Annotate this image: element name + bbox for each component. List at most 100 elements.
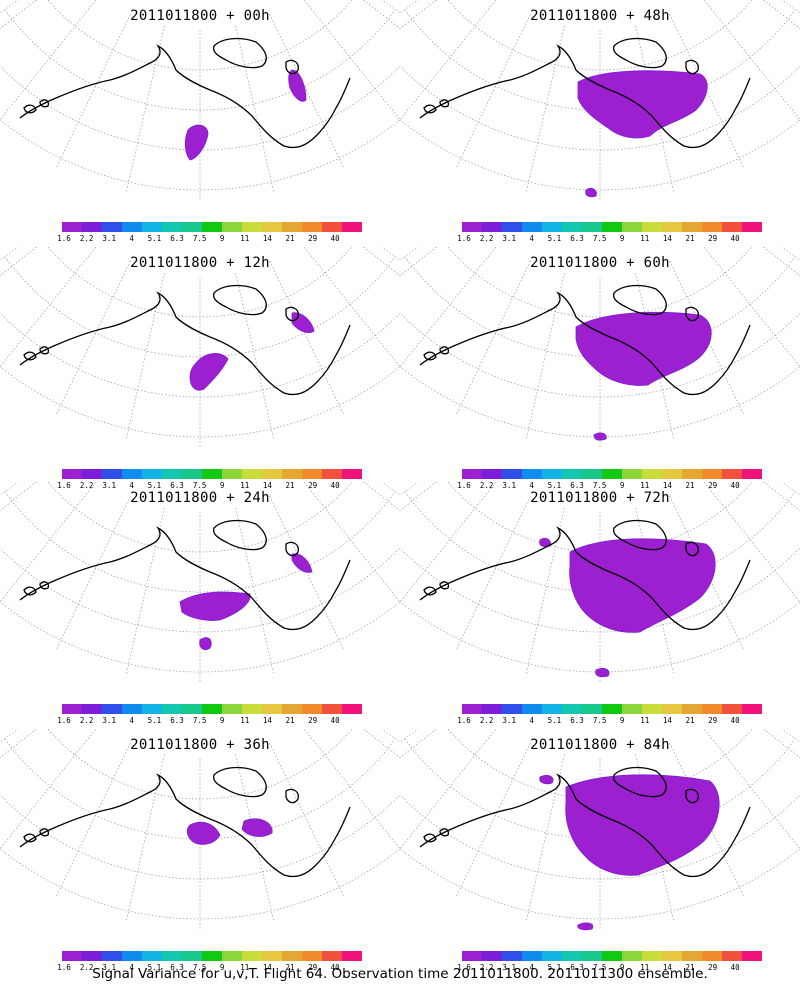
colorbar-label: 3.1 bbox=[102, 716, 116, 725]
colorbar-label: 2.2 bbox=[479, 963, 494, 972]
colorbar-cell bbox=[662, 704, 682, 714]
colorbar-cell bbox=[242, 951, 262, 961]
colorbar-cell bbox=[182, 222, 202, 232]
colorbar-cell bbox=[62, 951, 82, 961]
colorbar-label: 11 bbox=[240, 963, 250, 972]
signal-region bbox=[575, 311, 712, 386]
colorbar-label: 7.5 bbox=[592, 481, 607, 490]
signal-region bbox=[593, 432, 607, 441]
panel-title: 2011011800 + 72h bbox=[530, 490, 670, 506]
colorbar-cell bbox=[162, 704, 182, 714]
colorbar-cell bbox=[722, 469, 742, 479]
colorbar-label: 2.2 bbox=[79, 963, 94, 972]
signal-region bbox=[291, 553, 313, 573]
panel-title: 2011011800 + 60h bbox=[530, 255, 670, 271]
colorbar-label: 5.1 bbox=[547, 716, 562, 725]
colorbar-cell bbox=[562, 951, 582, 961]
colorbar-labels: 1.6 2.2 3.1 4 5.1 6.3 7.5 9 11 14 21 29 40 bbox=[457, 234, 762, 244]
colorbar-label: 40 bbox=[730, 234, 740, 243]
colorbar-label: 6.3 bbox=[570, 716, 584, 725]
colorbar-label: 9 bbox=[619, 234, 625, 243]
signal-region bbox=[577, 70, 708, 139]
colorbar-cell bbox=[222, 704, 242, 714]
colorbar-cell bbox=[142, 951, 162, 961]
colorbar-label: 1.6 bbox=[57, 963, 71, 972]
coastline bbox=[19, 519, 351, 631]
colorbar-label: 6.3 bbox=[170, 234, 184, 243]
colorbar-label: 2.2 bbox=[79, 234, 94, 243]
colorbar-cell bbox=[682, 469, 702, 479]
colorbar-label: 9 bbox=[619, 716, 625, 725]
colorbar-label: 29 bbox=[708, 716, 718, 725]
colorbar-cell bbox=[522, 469, 542, 479]
colorbar-cell bbox=[182, 704, 202, 714]
signal-region bbox=[179, 591, 251, 621]
colorbar-cell bbox=[722, 704, 742, 714]
colorbar-label: 3.1 bbox=[102, 234, 116, 243]
colorbar-label: 14 bbox=[262, 716, 272, 725]
colorbar-cell bbox=[82, 951, 102, 961]
colorbar-cell bbox=[642, 222, 662, 232]
colorbar-label: 9 bbox=[219, 234, 225, 243]
colorbar-label: 3.1 bbox=[502, 234, 516, 243]
colorbar-cell bbox=[702, 222, 722, 232]
colorbar-cell bbox=[602, 222, 622, 232]
colorbar-label: 9 bbox=[219, 963, 225, 972]
colorbar-label: 3.1 bbox=[502, 963, 516, 972]
colorbar-cell bbox=[682, 951, 702, 961]
colorbar-cell bbox=[322, 222, 342, 232]
colorbar-label: 21 bbox=[685, 716, 695, 725]
colorbar-cell bbox=[302, 222, 322, 232]
signal-region bbox=[539, 538, 551, 548]
signal-region bbox=[291, 312, 315, 333]
map-panel: 2011011800 + 36h 1.6 2.2 3.1 4 5.1 6.3 7.5 9 11 14… bbox=[0, 729, 400, 974]
colorbar-cell bbox=[702, 951, 722, 961]
colorbar-cell bbox=[582, 951, 602, 961]
colorbar-label: 7.5 bbox=[592, 716, 607, 725]
colorbar-label: 40 bbox=[730, 716, 740, 725]
colorbar-cell bbox=[302, 704, 322, 714]
colorbar-label: 21 bbox=[685, 963, 695, 972]
colorbar-label: 40 bbox=[330, 481, 340, 490]
signal-region bbox=[288, 69, 307, 102]
colorbar-cell bbox=[722, 951, 742, 961]
coastline bbox=[19, 284, 351, 396]
map-panel: 2011011800 + 60h 1.6 2.2 3.1 4 5.1 6.3 7.5 9 11 14… bbox=[400, 247, 800, 492]
colorbar-label: 21 bbox=[285, 234, 295, 243]
panel-title: 2011011800 + 36h bbox=[130, 737, 270, 753]
colorbar-label: 11 bbox=[640, 963, 650, 972]
colorbar-label: 1.6 bbox=[457, 481, 471, 490]
graticule bbox=[0, 0, 400, 200]
colorbar-label: 29 bbox=[308, 481, 318, 490]
colorbar-cell bbox=[282, 704, 302, 714]
signal-region bbox=[585, 188, 597, 198]
colorbar-cell bbox=[62, 704, 82, 714]
colorbar-cell bbox=[342, 222, 362, 232]
colorbar-labels: 1.6 2.2 3.1 4 5.1 6.3 7.5 9 11 14 21 29 40 bbox=[57, 963, 362, 973]
coastline bbox=[19, 766, 351, 878]
colorbar-label: 14 bbox=[662, 234, 672, 243]
colorbar-label: 40 bbox=[330, 234, 340, 243]
colorbar-cell bbox=[562, 469, 582, 479]
colorbar-label: 5.1 bbox=[147, 716, 162, 725]
colorbar-cell bbox=[662, 469, 682, 479]
colorbar-cell bbox=[562, 704, 582, 714]
signal-regions bbox=[539, 774, 720, 931]
colorbar-label: 21 bbox=[685, 234, 695, 243]
colorbar-label: 14 bbox=[662, 481, 672, 490]
colorbar-label: 6.3 bbox=[170, 716, 184, 725]
colorbar-cell bbox=[302, 951, 322, 961]
colorbar-cell bbox=[282, 222, 302, 232]
colorbar-label: 2.2 bbox=[479, 481, 494, 490]
colorbar-cell bbox=[542, 469, 562, 479]
polar-map bbox=[400, 482, 800, 682]
polar-map bbox=[0, 729, 400, 929]
polar-map bbox=[400, 0, 800, 200]
colorbar bbox=[62, 469, 362, 479]
colorbar-cell bbox=[82, 704, 102, 714]
colorbar-label: 21 bbox=[285, 963, 295, 972]
colorbar-cell bbox=[162, 222, 182, 232]
colorbar bbox=[62, 704, 362, 714]
colorbar-cell bbox=[642, 951, 662, 961]
colorbar-cell bbox=[562, 222, 582, 232]
